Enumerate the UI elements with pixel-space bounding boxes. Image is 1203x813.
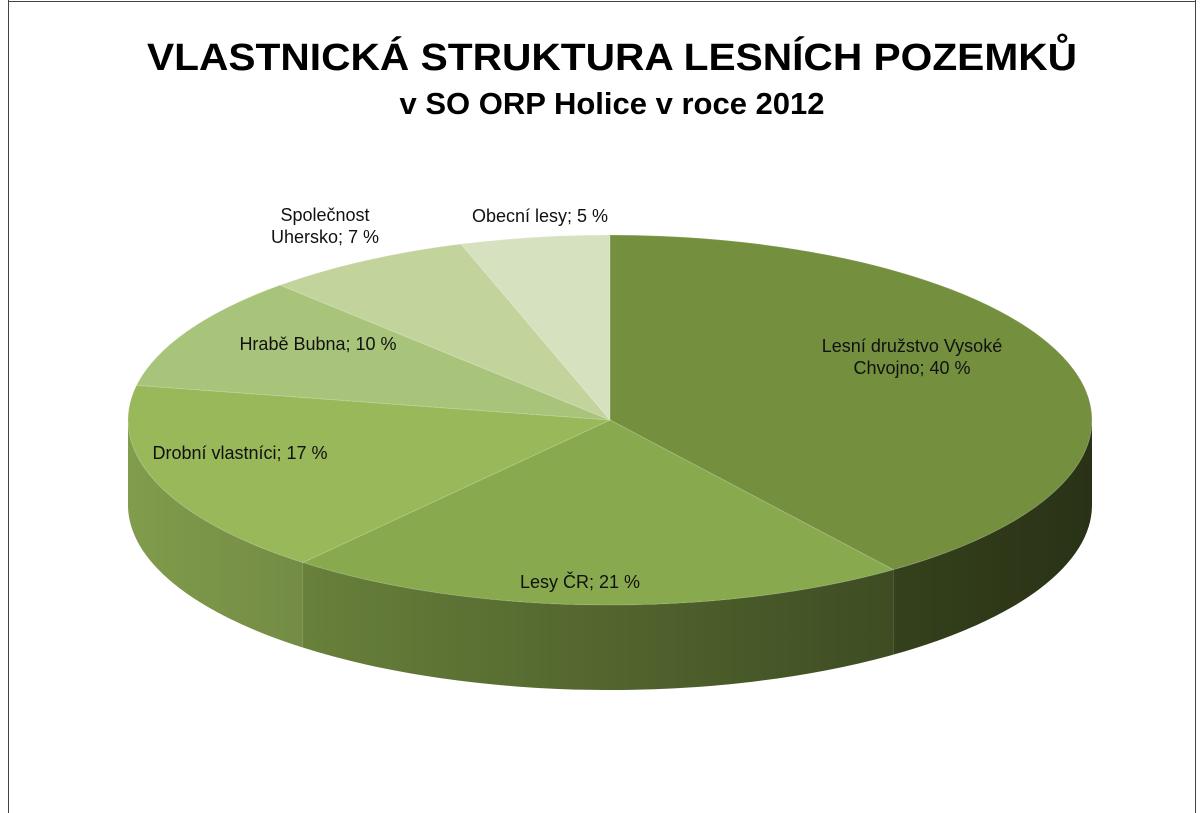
data-label: Hrabě Bubna; 10 % <box>239 334 397 354</box>
data-label: Obecní lesy; 5 % <box>471 206 609 226</box>
slice <box>609 234 1093 571</box>
slice-side <box>302 562 894 691</box>
slice-side <box>893 420 1092 655</box>
slice <box>127 384 612 564</box>
slice <box>135 284 611 421</box>
chart-title: VLASTNICKÁ STRUKTURA LESNÍCH POZEMKŮ <box>147 32 1077 79</box>
data-label: Lesní družstvo Vysoké Chvojno; 40 % <box>821 336 1003 378</box>
slice <box>278 243 611 421</box>
slice <box>301 419 895 606</box>
slice-side <box>128 420 303 648</box>
data-label: Společnost Uhersko; 7 % <box>270 205 380 247</box>
data-label: Drobní vlastníci; 17 % <box>152 443 328 463</box>
data-label: Lesy ČR; 21 % <box>519 572 641 592</box>
chart-subtitle: v SO ORP Holice v roce 2012 <box>399 86 824 121</box>
slice <box>460 234 611 422</box>
